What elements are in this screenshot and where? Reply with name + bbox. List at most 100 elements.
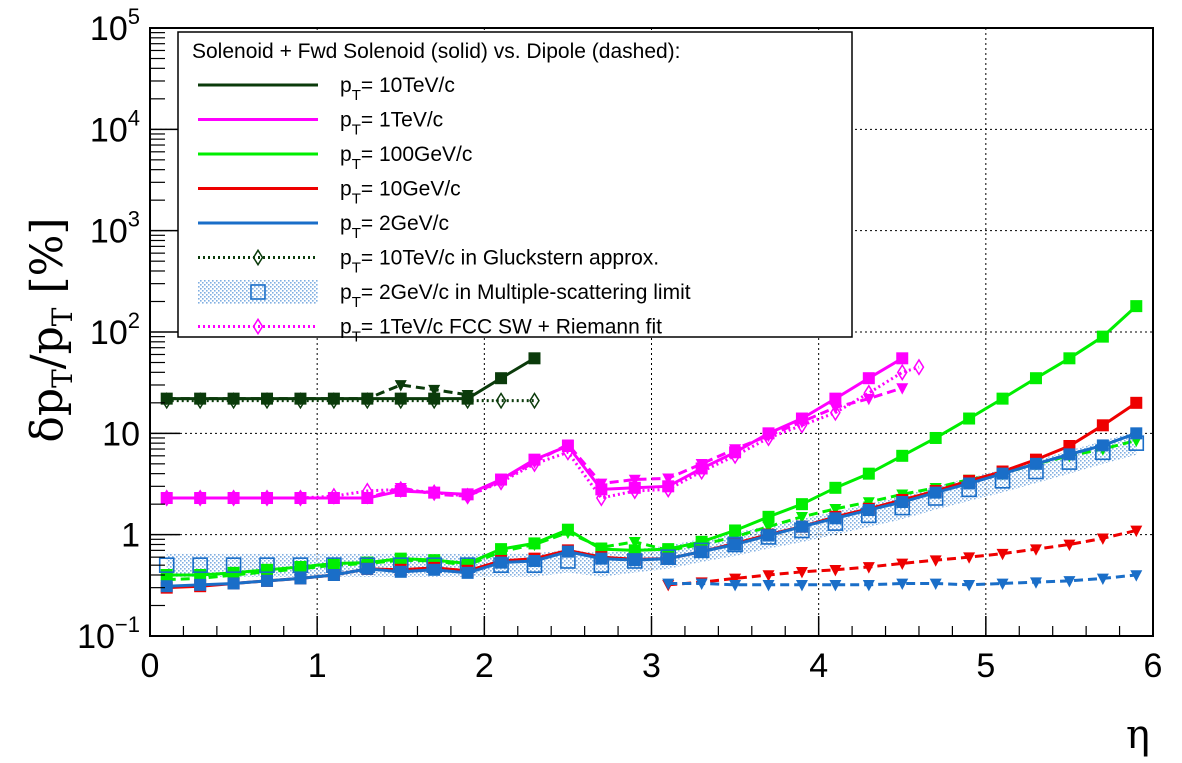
data-point <box>628 537 641 549</box>
legend-label-text: = 10TeV/c <box>361 74 455 97</box>
legend-label-p: p <box>340 109 352 132</box>
data-point <box>428 392 440 410</box>
series-2GeV_dipole <box>662 570 1143 592</box>
data-point <box>662 480 675 493</box>
data-point <box>896 352 909 365</box>
series-line <box>166 357 536 401</box>
data-point <box>996 467 1009 480</box>
data-point <box>529 392 540 410</box>
data-point <box>862 504 875 517</box>
data-point <box>495 392 507 410</box>
data-point <box>829 481 842 494</box>
legend-band-swatch <box>198 280 318 304</box>
y-tick-exponent: 5 <box>128 4 140 29</box>
data-point <box>762 521 775 534</box>
data-point <box>929 578 942 591</box>
series-10TeV_solenoid <box>160 352 541 405</box>
legend-entry: pT= 10GeV/c <box>198 178 461 208</box>
data-point <box>595 542 608 554</box>
legend-label-text: = 2GeV/c in Multiple-scattering limit <box>361 281 691 304</box>
data-point <box>896 449 909 462</box>
data-point <box>795 416 808 429</box>
x-tick-label: 0 <box>141 647 160 685</box>
legend-label-p: p <box>340 74 352 97</box>
data-point <box>896 578 909 591</box>
data-point <box>160 580 173 593</box>
legend-label-sub: T <box>352 294 361 311</box>
legend-label-sub: T <box>352 191 361 208</box>
data-point <box>795 567 808 579</box>
data-point <box>628 554 641 567</box>
data-point <box>261 574 274 587</box>
y-tick-exponent: 2 <box>128 308 140 333</box>
y-tick-base: 1 <box>121 517 140 555</box>
data-point <box>929 555 942 567</box>
data-point <box>395 392 407 410</box>
axis-ticks <box>149 27 1154 637</box>
data-point <box>428 484 440 502</box>
y-axis-title: δpT/pT [%] <box>22 217 79 442</box>
y-axis-title-mid: /p <box>22 326 73 369</box>
legend-label-sub: T <box>352 260 361 277</box>
data-point <box>1130 396 1143 409</box>
data-point <box>228 489 239 507</box>
data-point <box>1096 439 1109 452</box>
legend-header: Solenoid + Fwd Solenoid (solid) vs. Dipo… <box>192 40 681 63</box>
data-point <box>495 372 508 385</box>
data-point <box>561 527 574 540</box>
data-point <box>896 496 909 509</box>
data-point <box>328 392 340 410</box>
legend-entry: pT= 10TeV/c <box>198 74 455 104</box>
data-point <box>1063 448 1076 461</box>
data-series <box>158 300 1145 594</box>
data-point <box>495 546 508 559</box>
data-point <box>963 477 976 490</box>
data-point <box>428 563 441 576</box>
data-point <box>1096 419 1109 432</box>
y-tick-exponent: 3 <box>128 207 140 232</box>
data-point <box>862 580 875 592</box>
data-point <box>729 573 742 586</box>
data-point <box>662 578 675 591</box>
data-point <box>428 556 441 568</box>
y-axis-title-main: δp <box>22 388 73 443</box>
data-point <box>829 565 842 577</box>
legend-label-text: = 1TeV/c FCC SW + Riemann fit <box>361 316 662 339</box>
data-point <box>227 570 240 582</box>
legend-entry: pT= 10TeV/c in Gluckstern approx. <box>198 247 659 277</box>
data-point <box>929 431 942 444</box>
series-line <box>166 386 903 500</box>
legend-label: pT= 10TeV/c <box>340 74 455 104</box>
data-point <box>662 473 675 485</box>
data-point <box>795 580 808 592</box>
data-point <box>896 383 909 395</box>
legend-label-sub: T <box>352 329 361 346</box>
data-point <box>194 393 207 406</box>
x-tick-label: 4 <box>809 647 828 685</box>
data-point <box>896 363 908 381</box>
data-point <box>192 557 208 573</box>
series-2GeV_solenoid <box>160 427 1143 593</box>
data-point <box>227 577 240 590</box>
data-point <box>328 487 340 505</box>
data-point <box>529 455 540 473</box>
data-point <box>829 402 842 415</box>
data-point <box>662 545 675 557</box>
series-10TeV_gluckstern <box>161 392 540 410</box>
data-point <box>294 393 307 406</box>
legend-entry: pT= 1TeV/c FCC SW + Riemann fit <box>198 316 662 346</box>
data-point <box>662 480 674 498</box>
y-tick-base: 10 <box>77 618 115 656</box>
data-point <box>595 478 608 491</box>
series-line <box>166 365 920 500</box>
series-1TeV_solenoid <box>160 352 909 505</box>
x-tick-label: 1 <box>308 647 327 685</box>
data-point <box>963 412 976 425</box>
data-point <box>327 393 340 406</box>
y-tick-label: 104 <box>90 105 140 149</box>
data-point <box>462 487 474 505</box>
data-point <box>862 562 875 574</box>
x-axis-title: η <box>1126 712 1150 758</box>
legend-entry: pT= 2GeV/c <box>198 212 449 242</box>
